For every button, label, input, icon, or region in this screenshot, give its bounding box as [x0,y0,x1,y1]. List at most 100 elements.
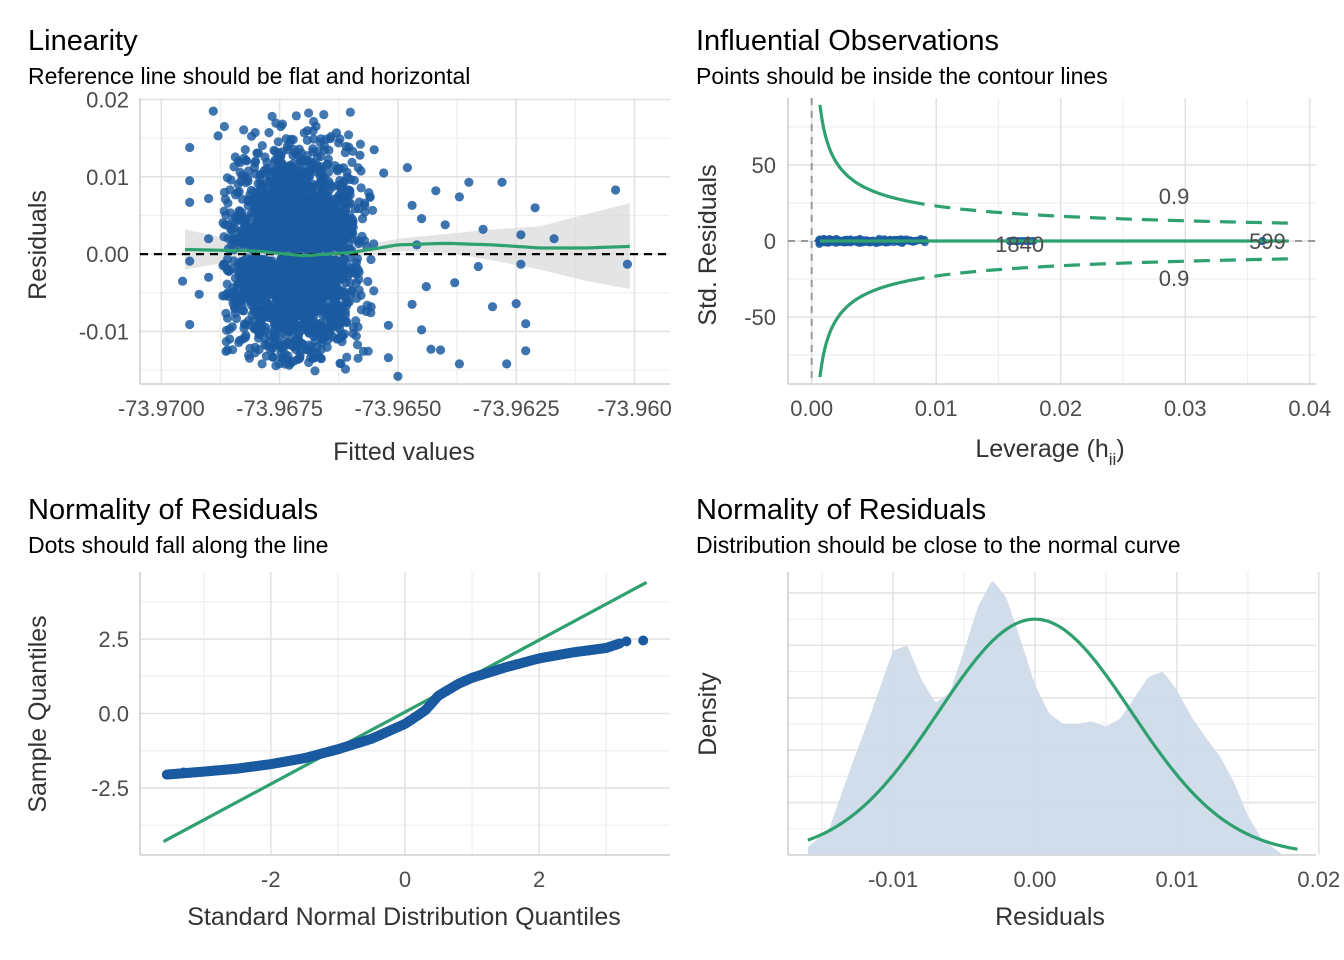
residual-point [354,197,364,207]
residual-point [290,323,300,333]
residual-point [269,262,279,272]
qq-gridlines [139,572,670,856]
residual-point [309,116,319,127]
qq-y-axis-label: Sample Quantiles [24,615,52,812]
residual-point [204,272,214,282]
residual-point [313,206,323,217]
residual-point [300,205,311,215]
residual-point [331,128,341,138]
residual-point [270,157,280,167]
residual-point [407,299,417,309]
residual-point [334,324,345,334]
residual-point [326,280,336,290]
residual-point [224,266,234,277]
linearity-plot-area [140,106,670,381]
x-tick-label: 0.00 [790,396,833,421]
residual-point [327,290,337,301]
residual-point [334,237,345,247]
residual-point [379,168,389,178]
residual-point [261,322,271,332]
residual-point [320,188,331,198]
residual-point [368,205,378,215]
contour-curve-lower-dashed [908,257,1289,283]
residual-point [622,259,633,269]
residual-point [227,225,237,235]
residual-point [261,351,271,361]
residual-point [304,328,314,338]
residual-point [265,177,275,187]
influential-title: Influential Observations [696,25,999,57]
residual-point [239,153,249,163]
residual-point [267,221,277,231]
residual-point [271,295,281,305]
residual-point [407,200,417,210]
residual-point [279,294,289,304]
residual-point [295,156,305,167]
residual-point [270,167,281,177]
residual-point [352,340,363,350]
linearity-y-axis-label: Residuals [24,190,52,300]
residual-point [271,184,281,194]
residual-point [311,227,322,237]
residual-point [337,337,347,347]
residual-point [320,332,330,342]
residual-point [230,152,240,162]
residual-point [383,353,393,363]
x-tick-label: -73.9700 [118,396,205,421]
residual-point [221,337,231,347]
leverage-label-close: ) [1116,435,1124,463]
residual-point [276,341,286,352]
residual-point [344,297,354,307]
residual-point [185,176,195,186]
residual-point [340,310,350,320]
residual-point [336,216,346,226]
residual-point [323,323,333,333]
density-x-axis-label: Residuals [995,903,1105,931]
residual-point [245,343,255,353]
residual-point [320,306,330,316]
influential-tick-labels: 0.00 0.01 0.02 0.03 0.04 -50 0 50 [744,153,1331,421]
residual-point [356,290,366,300]
residual-point [238,334,248,344]
residual-point [357,231,367,241]
residual-point [339,163,349,173]
residual-point [271,118,281,128]
residual-point [309,311,319,321]
normal-curve [807,617,1298,851]
residual-point [516,259,526,269]
residual-point [314,352,324,362]
residual-point [473,261,483,272]
residual-point [341,141,351,151]
residual-point [284,340,294,350]
residual-point [185,256,195,266]
residual-point [342,352,352,362]
y-tick-label: 50 [752,153,776,178]
x-tick-label: 0.01 [1155,867,1198,892]
residual-point [440,220,450,230]
residual-point [344,130,354,140]
residual-point [185,319,195,330]
x-tick-label: -73.960 [597,396,672,421]
residual-point [269,312,279,322]
qq-points [161,635,649,780]
linearity-tick-labels: -73.9700 -73.9675 -73.9650 -73.9625 -73.960 -… [79,88,672,421]
contour-curve-upper [818,104,910,203]
residual-point [312,198,322,208]
residual-point [356,183,366,193]
residual-point [355,139,365,149]
residual-point [340,364,351,374]
residual-point [347,157,357,167]
residual-point [369,145,379,155]
residual-point [454,192,464,202]
residual-point [354,238,364,249]
residual-point [246,131,257,141]
residual-point [353,353,363,363]
residual-point [236,263,246,274]
x-tick-label: -73.9675 [236,396,323,421]
residual-point [261,164,271,174]
residual-point [361,306,371,317]
panel-density: Normality of Residuals Distribution shou… [694,494,1340,931]
residual-point [306,353,316,363]
residual-point [393,371,403,381]
residual-point [326,199,336,209]
